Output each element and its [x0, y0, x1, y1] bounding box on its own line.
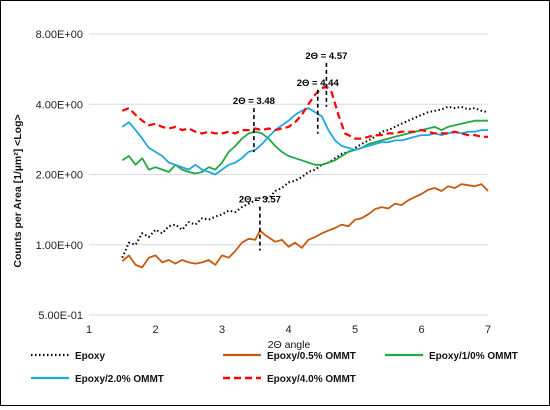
series-line-1: [121, 183, 489, 269]
legend-label-4: Epoxy/4.0% OMMT: [267, 374, 356, 385]
y-axis-label: Counts per Area [1/µm²] <Log>: [12, 114, 24, 267]
legend-label-0: Epoxy: [75, 351, 105, 362]
series-line-0: [121, 105, 489, 259]
x-tick-labels: 1 2 3 4 5 6 7: [86, 324, 491, 336]
y-tick-labels: 5.00E-01 1.00E+00 2.00E+00 4.00E+00 8.00E+00: [36, 29, 83, 322]
grid-lines: [89, 33, 488, 316]
annotation-label-3: 2Θ = 4.57: [305, 51, 347, 62]
legend-label-1: Epoxy/0.5% OMMT: [267, 351, 356, 362]
series-line-2: [121, 119, 488, 175]
x-tick-label: 4: [285, 324, 291, 336]
x-tick-label: 3: [219, 324, 225, 336]
x-tick-label: 5: [352, 324, 358, 336]
y-tick-label: 2.00E+00: [36, 170, 83, 182]
x-axis-label: 2Θ angle: [268, 339, 311, 351]
series-line-4: [121, 85, 488, 140]
legend-label-2: Epoxy/1/0% OMMT: [429, 351, 518, 362]
legend: Epoxy Epoxy/0.5% OMMT Epoxy/1/0% OMMT Epoxy…: [31, 351, 518, 385]
annotation-label-0: 2Θ = 3.48: [233, 96, 275, 107]
annotation-label-1: 2Θ = 3.57: [239, 195, 281, 206]
series-lines: [121, 85, 489, 269]
y-tick-label: 8.00E+00: [36, 29, 83, 41]
annotation-label-2: 2Θ = 4.44: [297, 78, 340, 89]
y-tick-label: 4.00E+00: [36, 99, 83, 111]
annotations: 2Θ = 3.48 2Θ = 3.57 2Θ = 4.44 2Θ = 4.57: [233, 51, 347, 251]
y-tick-label: 1.00E+00: [36, 240, 83, 252]
x-tick-label: 1: [86, 324, 92, 336]
x-tick-label: 6: [418, 324, 424, 336]
series-line-3: [121, 107, 488, 176]
y-tick-label: 5.00E-01: [38, 310, 83, 322]
x-tick-label: 7: [485, 324, 491, 336]
legend-label-3: Epoxy/2.0% OMMT: [75, 374, 164, 385]
x-tick-label: 2: [152, 324, 158, 336]
